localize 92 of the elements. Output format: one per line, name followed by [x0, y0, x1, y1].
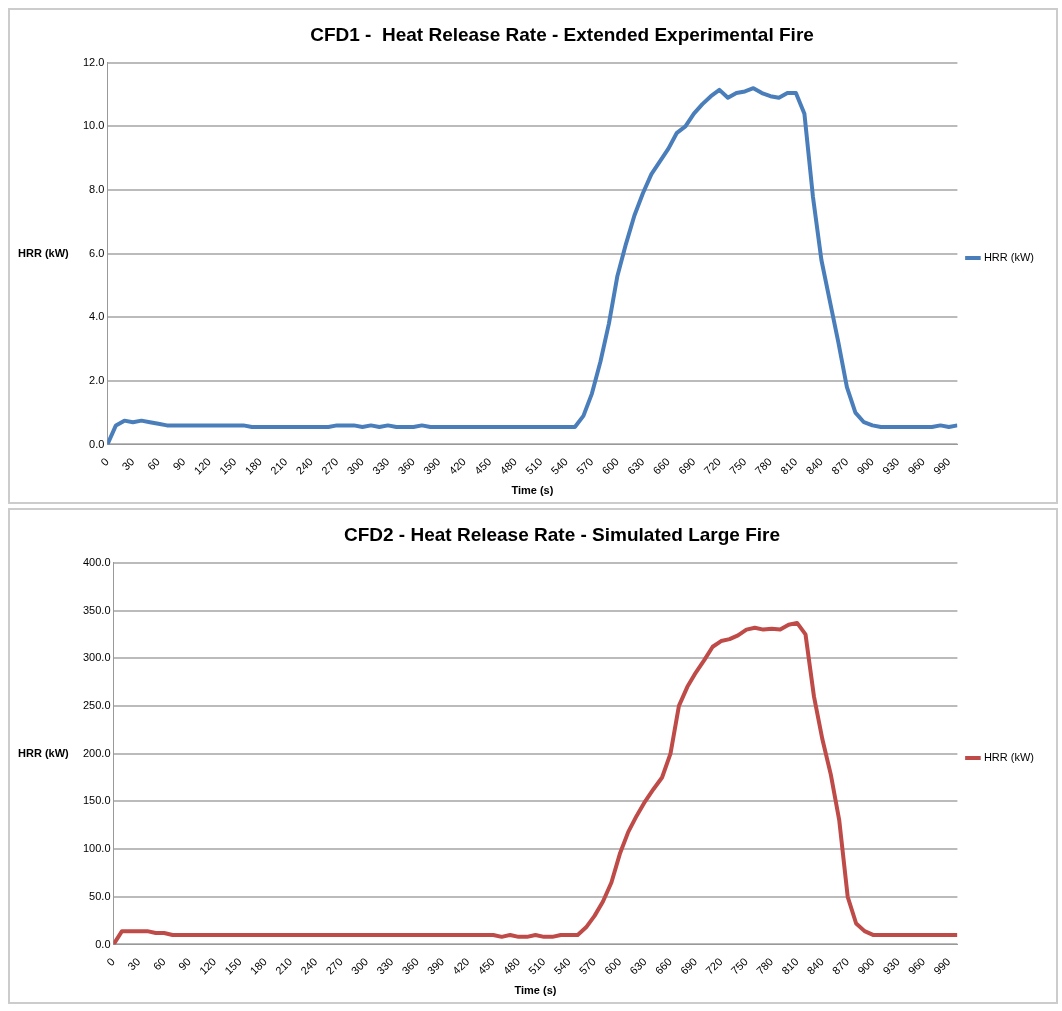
x-tick-label: 150	[222, 955, 244, 977]
x-tick-label: 180	[247, 955, 269, 977]
x-tick-label: 180	[242, 455, 264, 477]
y-tick-label: 250.0	[83, 698, 111, 711]
x-tick-label: 690	[676, 455, 698, 477]
x-tick-label: 930	[880, 955, 902, 977]
x-tick-label: 90	[170, 455, 188, 473]
x-tick-label: 300	[344, 455, 366, 477]
y-tick-label: 100.0	[83, 842, 111, 855]
x-tick-label: 150	[217, 455, 239, 477]
x-tick-label: 60	[150, 955, 168, 973]
x-tick-label: 360	[399, 955, 421, 977]
x-tick-label: 840	[804, 955, 826, 977]
x-tick-label: 540	[548, 455, 570, 477]
x-tick-label: 780	[752, 455, 774, 477]
x-tick-label: 900	[855, 955, 877, 977]
x-tick-label: 300	[348, 955, 371, 977]
x-tick-label: 600	[601, 955, 624, 977]
chart-title: CFD2 - Heat Release Rate - Simulated Large Fire	[343, 523, 781, 545]
y-tick-label: 350.0	[83, 603, 111, 616]
x-tick-label: 270	[323, 955, 345, 977]
x-tick-label: 600	[599, 455, 621, 477]
y-tick-label: 150.0	[83, 794, 111, 807]
x-tick-label: 510	[523, 455, 545, 477]
x-axis-title: Time (s)	[514, 984, 557, 997]
x-tick-label: 480	[497, 455, 519, 477]
y-axis-title: HRR (kW)	[18, 246, 70, 259]
y-tick-label: 400.0	[83, 555, 111, 568]
x-tick-label: 960	[905, 955, 928, 977]
x-tick-label: 630	[625, 455, 647, 477]
x-tick-label: 870	[828, 455, 851, 477]
x-tick-label: 0	[98, 455, 111, 469]
x-tick-label: 330	[370, 455, 392, 477]
x-tick-label: 210	[272, 955, 295, 977]
x-tick-label: 810	[778, 455, 800, 477]
x-tick-label: 960	[905, 455, 927, 477]
x-tick-label: 90	[175, 955, 194, 973]
x-tick-label: 630	[627, 955, 649, 977]
y-axis-title: HRR (kW)	[18, 746, 70, 759]
x-tick-label: 660	[652, 955, 675, 977]
x-tick-label: 720	[703, 955, 725, 977]
x-tick-label: 450	[475, 955, 497, 977]
y-tick-label: 300.0	[83, 651, 111, 664]
x-tick-label: 120	[196, 955, 219, 977]
x-tick-label: 720	[701, 455, 723, 477]
y-tick-label: 10.0	[82, 119, 105, 132]
x-tick-label: 270	[319, 455, 341, 477]
x-tick-label: 570	[574, 455, 596, 477]
x-tick-label: 480	[500, 955, 523, 977]
x-tick-label: 0	[104, 955, 118, 969]
y-tick-label: 12.0	[82, 55, 105, 68]
legend-label: HRR (kW)	[983, 751, 1035, 764]
x-tick-label: 900	[854, 455, 876, 477]
x-tick-label: 840	[803, 455, 825, 477]
x-tick-label: 210	[268, 455, 290, 477]
x-tick-label: 30	[125, 955, 143, 973]
x-tick-label: 120	[191, 455, 213, 477]
y-tick-label: 200.0	[83, 746, 111, 759]
y-tick-label: 2.0	[89, 373, 105, 386]
x-tick-label: 510	[525, 955, 548, 977]
x-tick-label: 30	[119, 455, 137, 473]
x-tick-label: 390	[421, 455, 443, 477]
x-tick-label: 930	[879, 455, 902, 477]
x-tick-label: 990	[930, 455, 953, 477]
x-tick-label: 60	[144, 455, 162, 473]
x-tick-label: 240	[298, 955, 320, 977]
x-tick-label: 780	[753, 955, 776, 977]
x-tick-label: 750	[728, 955, 750, 977]
y-tick-label: 6.0	[89, 246, 105, 259]
y-tick-label: 4.0	[89, 310, 105, 323]
x-tick-label: 870	[829, 955, 852, 977]
x-tick-label: 240	[293, 455, 315, 477]
x-tick-label: 660	[650, 455, 672, 477]
y-tick-label: 8.0	[89, 183, 105, 196]
x-tick-label: 390	[424, 955, 447, 977]
y-tick-label: 0.0	[89, 437, 105, 450]
x-tick-label: 810	[779, 955, 801, 977]
x-axis-title: Time (s)	[511, 484, 554, 497]
x-tick-label: 990	[931, 955, 953, 977]
chart-title: CFD1 - Heat Release Rate - Extended Experimental Fire	[310, 23, 814, 45]
y-tick-label: 0.0	[95, 937, 111, 950]
x-tick-label: 330	[374, 955, 396, 977]
x-tick-label: 540	[551, 955, 573, 977]
legend-label: HRR (kW)	[983, 251, 1035, 264]
y-tick-label: 50.0	[89, 889, 111, 902]
x-tick-label: 420	[446, 455, 468, 477]
x-tick-label: 450	[472, 455, 494, 477]
x-tick-label: 750	[727, 455, 749, 477]
x-tick-label: 360	[395, 455, 417, 477]
x-tick-label: 570	[576, 955, 599, 977]
x-tick-label: 690	[677, 955, 700, 977]
x-tick-label: 420	[450, 955, 472, 977]
